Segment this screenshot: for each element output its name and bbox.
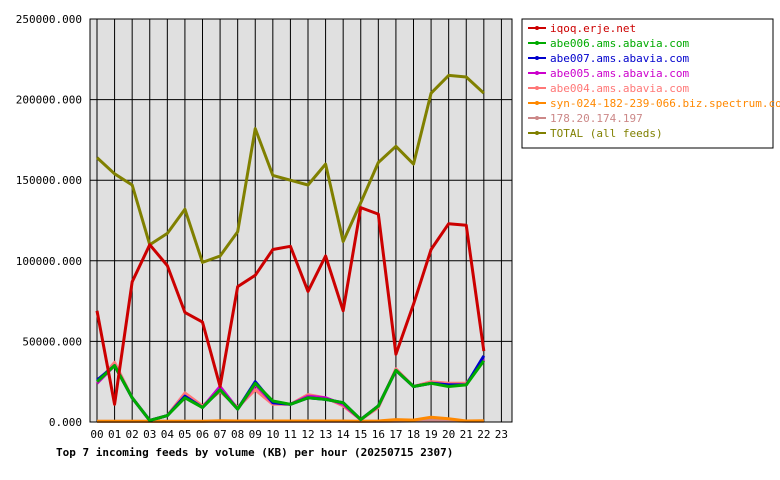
x-tick-label: 02 — [126, 428, 139, 441]
y-tick-label: 150000.000 — [16, 174, 82, 187]
x-tick-label: 23 — [495, 428, 508, 441]
legend-label: abe006.ams.abavia.com — [550, 37, 689, 50]
legend: iqoq.erje.net abe006.ams.abavia.com abe007… — [521, 18, 780, 149]
legend-label: abe005.ams.abavia.com — [550, 67, 689, 80]
legend-marker — [535, 131, 539, 135]
y-axis: 0.000 50000.000 100000.000 150000.000 200000… — [16, 13, 82, 429]
series-line — [95, 73, 485, 264]
x-tick-label: 09 — [249, 428, 262, 441]
x-tick-label: 05 — [178, 428, 191, 441]
series-line — [97, 415, 484, 423]
x-tick-label: 07 — [213, 428, 226, 441]
y-tick-label: 250000.000 — [16, 13, 82, 26]
legend-marker — [535, 26, 539, 30]
series-line — [95, 359, 486, 422]
legend-marker — [535, 71, 539, 75]
x-tick-label: 22 — [477, 428, 490, 441]
legend-marker — [535, 86, 539, 90]
y-tick-label: 0.000 — [49, 416, 82, 429]
x-tick-label: 15 — [354, 428, 367, 441]
legend-label: abe007.ams.abavia.com — [550, 52, 689, 65]
series-line — [95, 206, 486, 406]
x-tick-label: 14 — [337, 428, 351, 441]
series-lines — [95, 73, 486, 423]
legend-label: 178.20.174.197 — [550, 112, 643, 125]
legend-marker — [535, 56, 539, 60]
legend-marker — [535, 101, 539, 105]
x-tick-label: 03 — [143, 428, 156, 441]
x-tick-label: 08 — [231, 428, 244, 441]
y-tick-label: 50000.000 — [22, 335, 82, 348]
x-tick-label: 19 — [424, 428, 437, 441]
y-tick-label: 100000.000 — [16, 255, 82, 268]
x-tick-label: 12 — [301, 428, 314, 441]
legend-label: iqoq.erje.net — [550, 22, 636, 35]
legend-label: syn-024-182-239-066.biz.spectrum.com — [550, 97, 780, 110]
grid — [90, 18, 512, 423]
plot-border — [89, 18, 513, 423]
chart-title: Top 7 incoming feeds by volume (KB) per … — [56, 446, 453, 459]
x-tick-label: 13 — [319, 428, 332, 441]
x-tick-label: 18 — [407, 428, 420, 441]
x-tick-label: 11 — [284, 428, 297, 441]
legend-label: abe004.ams.abavia.com — [550, 82, 689, 95]
legend-marker — [535, 41, 539, 45]
x-tick-label: 17 — [389, 428, 402, 441]
x-tick-label: 21 — [460, 428, 473, 441]
x-tick-label: 20 — [442, 428, 455, 441]
legend-label: TOTAL (all feeds) — [550, 127, 663, 140]
x-axis: 00 01 02 03 04 05 06 07 08 09 10 11 12 13 14 15 16 17 18 19… — [90, 428, 508, 441]
x-tick-label: 06 — [196, 428, 209, 441]
plot-area — [90, 19, 512, 422]
y-tick-label: 200000.000 — [16, 94, 82, 107]
x-tick-label: 01 — [108, 428, 121, 441]
x-tick-label: 16 — [372, 428, 385, 441]
legend-box — [521, 18, 774, 149]
x-tick-label: 04 — [161, 428, 175, 441]
x-tick-label: 10 — [266, 428, 279, 441]
x-tick-label: 00 — [90, 428, 103, 441]
legend-marker — [535, 116, 539, 120]
